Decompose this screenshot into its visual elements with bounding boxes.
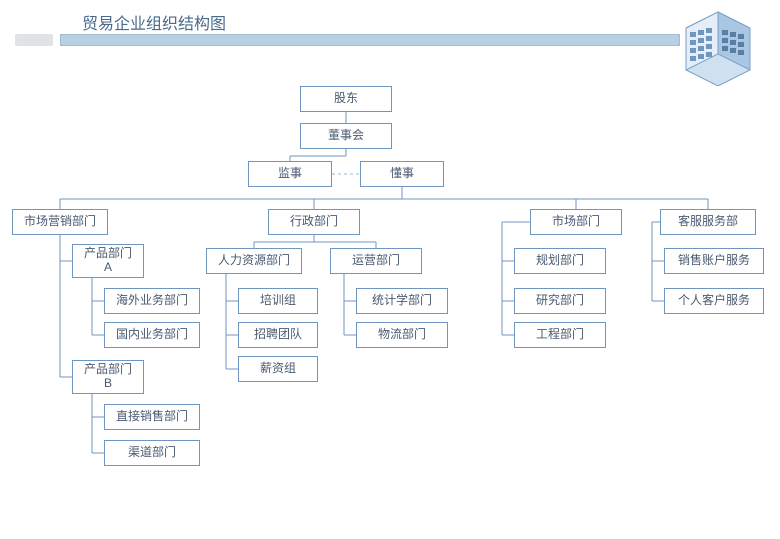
org-node-ops: 运营部门 bbox=[330, 248, 422, 274]
org-node-b_direct: 直接销售部门 bbox=[104, 404, 200, 430]
org-chart-canvas: { "title": { "text": "贸易企业组织结构图", "x": 8… bbox=[0, 0, 780, 539]
org-node-a_domestic: 国内业务部门 bbox=[104, 322, 200, 348]
org-node-prod_a: 产品部门 A bbox=[72, 244, 144, 278]
org-node-b_channel: 渠道部门 bbox=[104, 440, 200, 466]
org-node-supervisor: 监事 bbox=[248, 161, 332, 187]
header-slot bbox=[15, 34, 53, 46]
org-node-cs_sales: 销售账户服务 bbox=[664, 248, 764, 274]
org-node-hr: 人力资源部门 bbox=[206, 248, 302, 274]
org-node-shareholders: 股东 bbox=[300, 86, 392, 112]
header-band bbox=[60, 34, 680, 46]
org-node-dept_marketing: 市场营销部门 bbox=[12, 209, 108, 235]
org-node-dept_admin: 行政部门 bbox=[268, 209, 360, 235]
org-node-mk_plan: 规划部门 bbox=[514, 248, 606, 274]
org-node-hr_recruit: 招聘团队 bbox=[238, 322, 318, 348]
org-node-dept_market2: 市场部门 bbox=[530, 209, 622, 235]
org-node-prod_b: 产品部门 B bbox=[72, 360, 144, 394]
org-node-a_overseas: 海外业务部门 bbox=[104, 288, 200, 314]
org-node-mk_eng: 工程部门 bbox=[514, 322, 606, 348]
org-node-director: 懂事 bbox=[360, 161, 444, 187]
org-node-dept_custsvc: 客服服务部 bbox=[660, 209, 756, 235]
building-icon bbox=[676, 8, 760, 86]
org-node-hr_train: 培训组 bbox=[238, 288, 318, 314]
chart-title: 贸易企业组织结构图 bbox=[82, 10, 226, 34]
org-node-cs_personal: 个人客户服务 bbox=[664, 288, 764, 314]
org-node-ops_logi: 物流部门 bbox=[356, 322, 448, 348]
org-node-mk_research: 研究部门 bbox=[514, 288, 606, 314]
org-node-board: 董事会 bbox=[300, 123, 392, 149]
org-node-ops_stats: 统计学部门 bbox=[356, 288, 448, 314]
org-node-hr_pay: 薪资组 bbox=[238, 356, 318, 382]
